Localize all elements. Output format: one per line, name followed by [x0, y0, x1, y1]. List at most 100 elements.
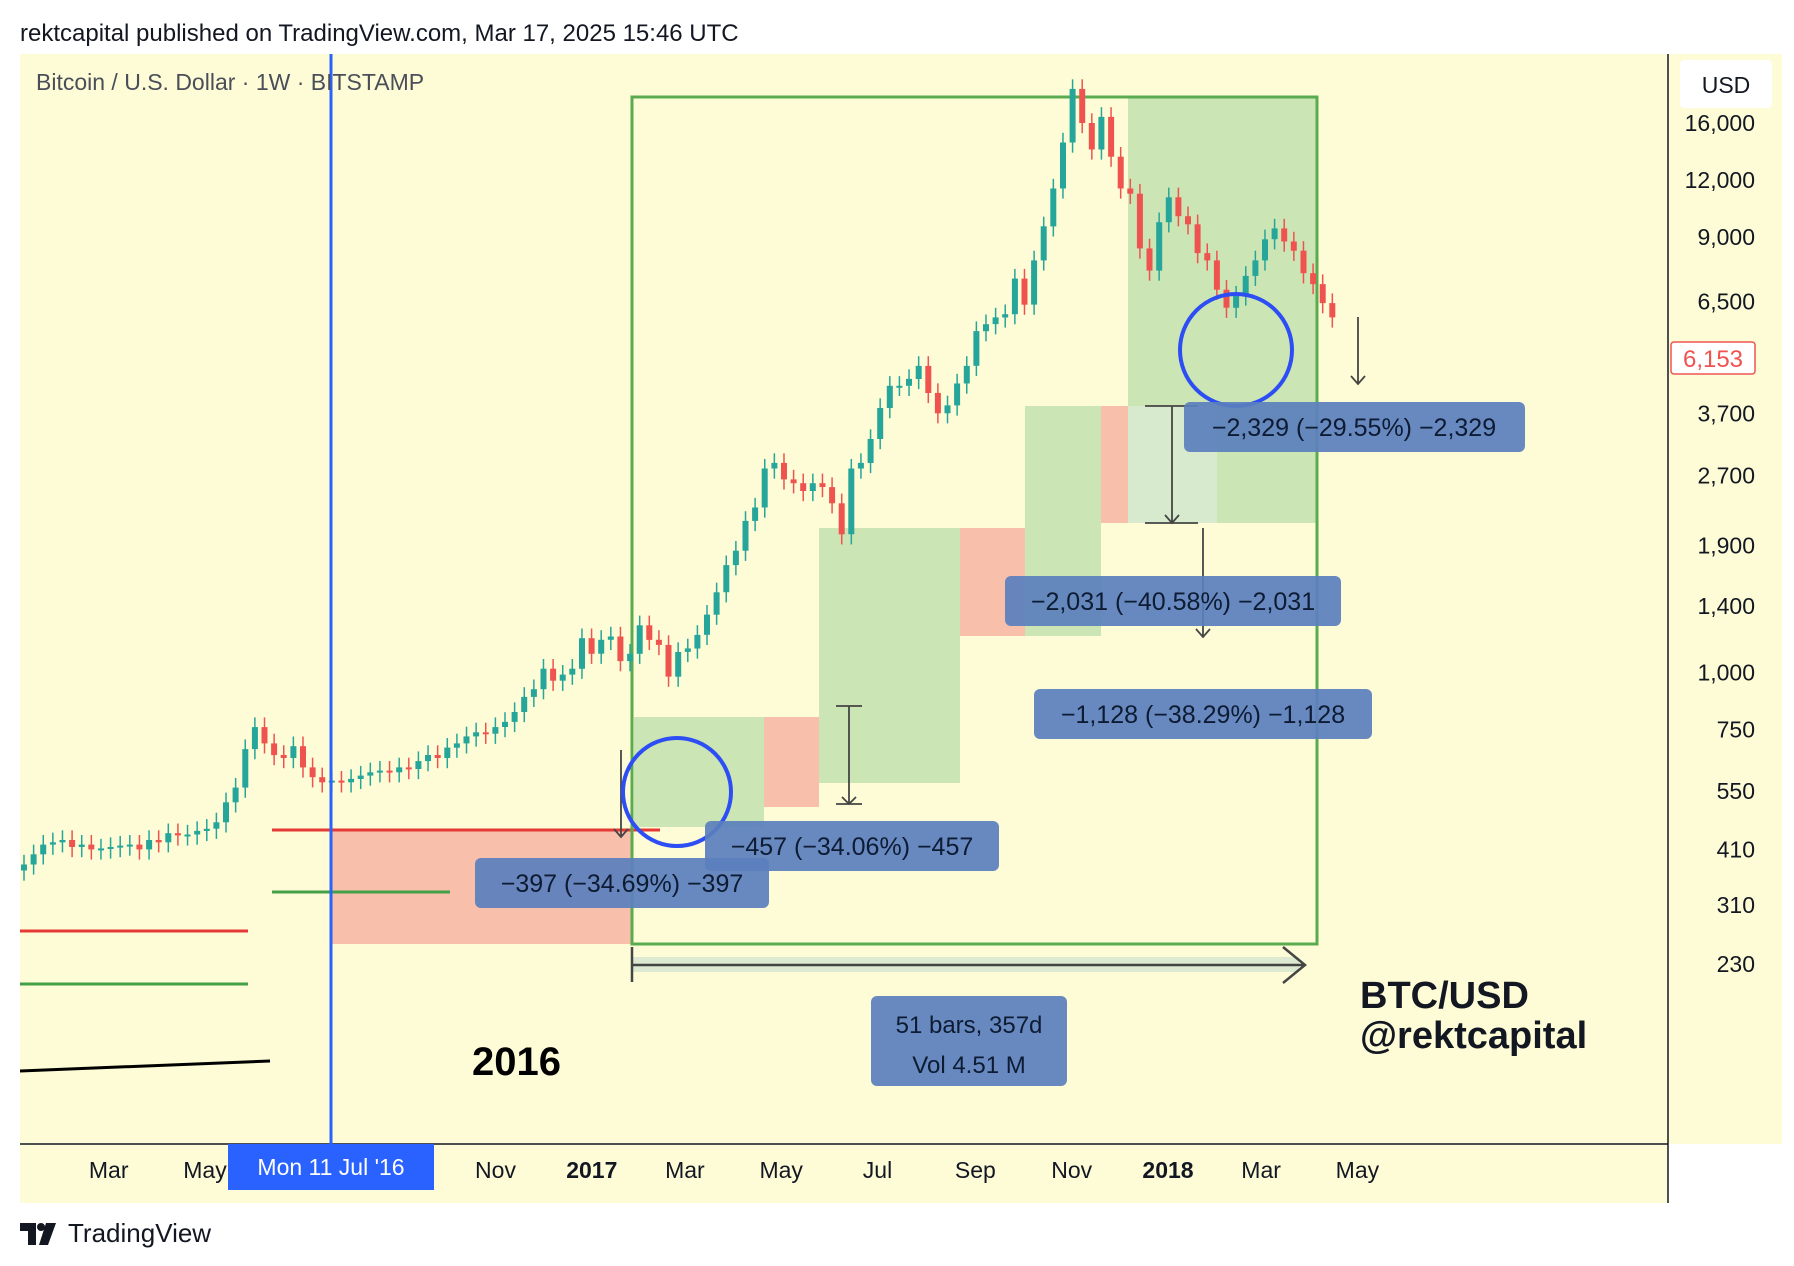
candle-body — [1165, 197, 1172, 223]
time-tick-label: May — [759, 1157, 803, 1183]
candle-body — [1233, 295, 1240, 308]
chart-container[interactable]: −397 (−34.69%) −397 −457 (−34.06%) −457 … — [19, 54, 1782, 1203]
candle-body — [396, 767, 403, 773]
candle-body — [434, 755, 441, 758]
candle-body — [1060, 142, 1066, 189]
candle-body — [934, 392, 941, 414]
candle-body — [713, 592, 720, 615]
candle-body — [280, 755, 287, 758]
candle-body — [136, 844, 143, 850]
candle-body — [521, 696, 528, 712]
price-tick-label: 3,700 — [1697, 400, 1755, 426]
candle-body — [194, 830, 201, 835]
drawdown-label-4[interactable]: −1,128 (−38.29%) −1,128 — [1034, 689, 1372, 739]
last-price-tag: 6,153 — [1670, 341, 1756, 375]
candle-body — [896, 385, 903, 388]
candle-body — [40, 844, 47, 855]
price-tick-label: 230 — [1717, 951, 1755, 977]
candle-body — [963, 365, 970, 384]
measure-arrows — [613, 317, 1366, 839]
candle-body — [906, 378, 912, 386]
candle-body — [1223, 289, 1230, 308]
candle-body — [579, 638, 585, 669]
candle-body — [1040, 226, 1047, 261]
price-tick-label: 16,000 — [1685, 110, 1755, 136]
candle-body — [857, 462, 864, 469]
green-zone-1 — [634, 717, 764, 827]
red-zone-4 — [1101, 406, 1128, 523]
candles-layer — [21, 79, 1336, 881]
candle-body — [184, 834, 191, 837]
candle-body — [107, 847, 114, 849]
candle-body — [473, 732, 480, 737]
time-tick-label: Mar — [89, 1157, 129, 1183]
candle-body — [174, 833, 181, 836]
candle-body — [569, 668, 576, 675]
watermark-line-2: @rektcapital — [1360, 1015, 1587, 1057]
candle-body — [1252, 260, 1259, 276]
publish-info: rektcapital published on TradingView.com… — [20, 20, 739, 47]
price-axis-background — [1668, 54, 1782, 1144]
crosshair-date-label[interactable]: Mon 11 Jul '16 — [228, 1144, 434, 1190]
candle-body — [694, 634, 701, 649]
candle-body — [21, 864, 27, 871]
candle-body — [69, 840, 76, 847]
candle-body — [271, 743, 278, 756]
svg-text:−397 (−34.69%) −397: −397 (−34.69%) −397 — [501, 870, 744, 898]
candle-body — [251, 727, 258, 750]
candle-body — [463, 736, 470, 744]
candle-body — [646, 625, 653, 640]
candle-body — [357, 775, 364, 779]
candle-body — [1021, 278, 1028, 305]
candle-body — [1213, 260, 1220, 290]
candle-body — [386, 770, 393, 773]
candle-body — [1194, 224, 1201, 254]
candle-body — [983, 324, 989, 332]
candle-body — [319, 777, 326, 783]
candle-body — [636, 625, 643, 654]
currency-button[interactable]: USD — [1680, 60, 1772, 108]
candle-body — [1300, 250, 1307, 274]
candle-body — [607, 636, 614, 640]
candle-body — [809, 483, 816, 491]
svg-text:USD: USD — [1702, 72, 1751, 98]
candle-body — [1098, 116, 1105, 150]
candle-body — [1011, 278, 1018, 315]
candle-body — [598, 639, 605, 654]
candle-body — [1204, 253, 1211, 261]
candle-body — [732, 550, 739, 566]
candle-body — [617, 636, 624, 662]
candle-body — [88, 844, 95, 850]
green-zone-2 — [819, 528, 960, 783]
candle-body — [1262, 239, 1268, 261]
time-tick-label: Nov — [475, 1157, 516, 1183]
candle-body — [781, 462, 787, 480]
candle-body — [1281, 228, 1288, 242]
candle-body — [915, 365, 922, 379]
candle-body — [1136, 193, 1143, 249]
candle-body — [126, 844, 133, 847]
year-annotation: 2016 — [472, 1040, 561, 1084]
candle-body — [742, 520, 749, 551]
candle-body — [684, 648, 691, 652]
time-tick-label: Jul — [863, 1157, 892, 1183]
candle-body — [425, 755, 431, 762]
drawdown-label-2[interactable]: −457 (−34.06%) −457 — [705, 821, 999, 871]
drawdown-label-1[interactable]: −397 (−34.69%) −397 — [475, 858, 769, 908]
btc-weekly-chart[interactable]: −397 (−34.69%) −397 −457 (−34.06%) −457 … — [19, 54, 1782, 1203]
price-tick-label: 410 — [1717, 836, 1755, 862]
time-tick-label: 2018 — [1142, 1157, 1193, 1183]
drawdown-label-3[interactable]: −2,031 (−40.58%) −2,031 — [1005, 576, 1341, 626]
candle-body — [723, 565, 730, 593]
time-tick-label: 2017 — [566, 1157, 617, 1183]
symbol-title: Bitcoin / U.S. Dollar · 1W · BITSTAMP — [36, 69, 424, 95]
price-tick-label: 750 — [1717, 717, 1755, 743]
candle-body — [675, 652, 682, 677]
candle-body — [511, 712, 518, 722]
range-stats-label[interactable]: 51 bars, 357d Vol 4.51 M — [871, 996, 1067, 1086]
candle-body — [790, 479, 797, 484]
drawdown-label-5[interactable]: −2,329 (−29.55%) −2,329 — [1184, 402, 1525, 452]
candle-body — [1175, 197, 1182, 217]
candle-body — [1242, 275, 1249, 296]
candle-body — [117, 845, 124, 848]
